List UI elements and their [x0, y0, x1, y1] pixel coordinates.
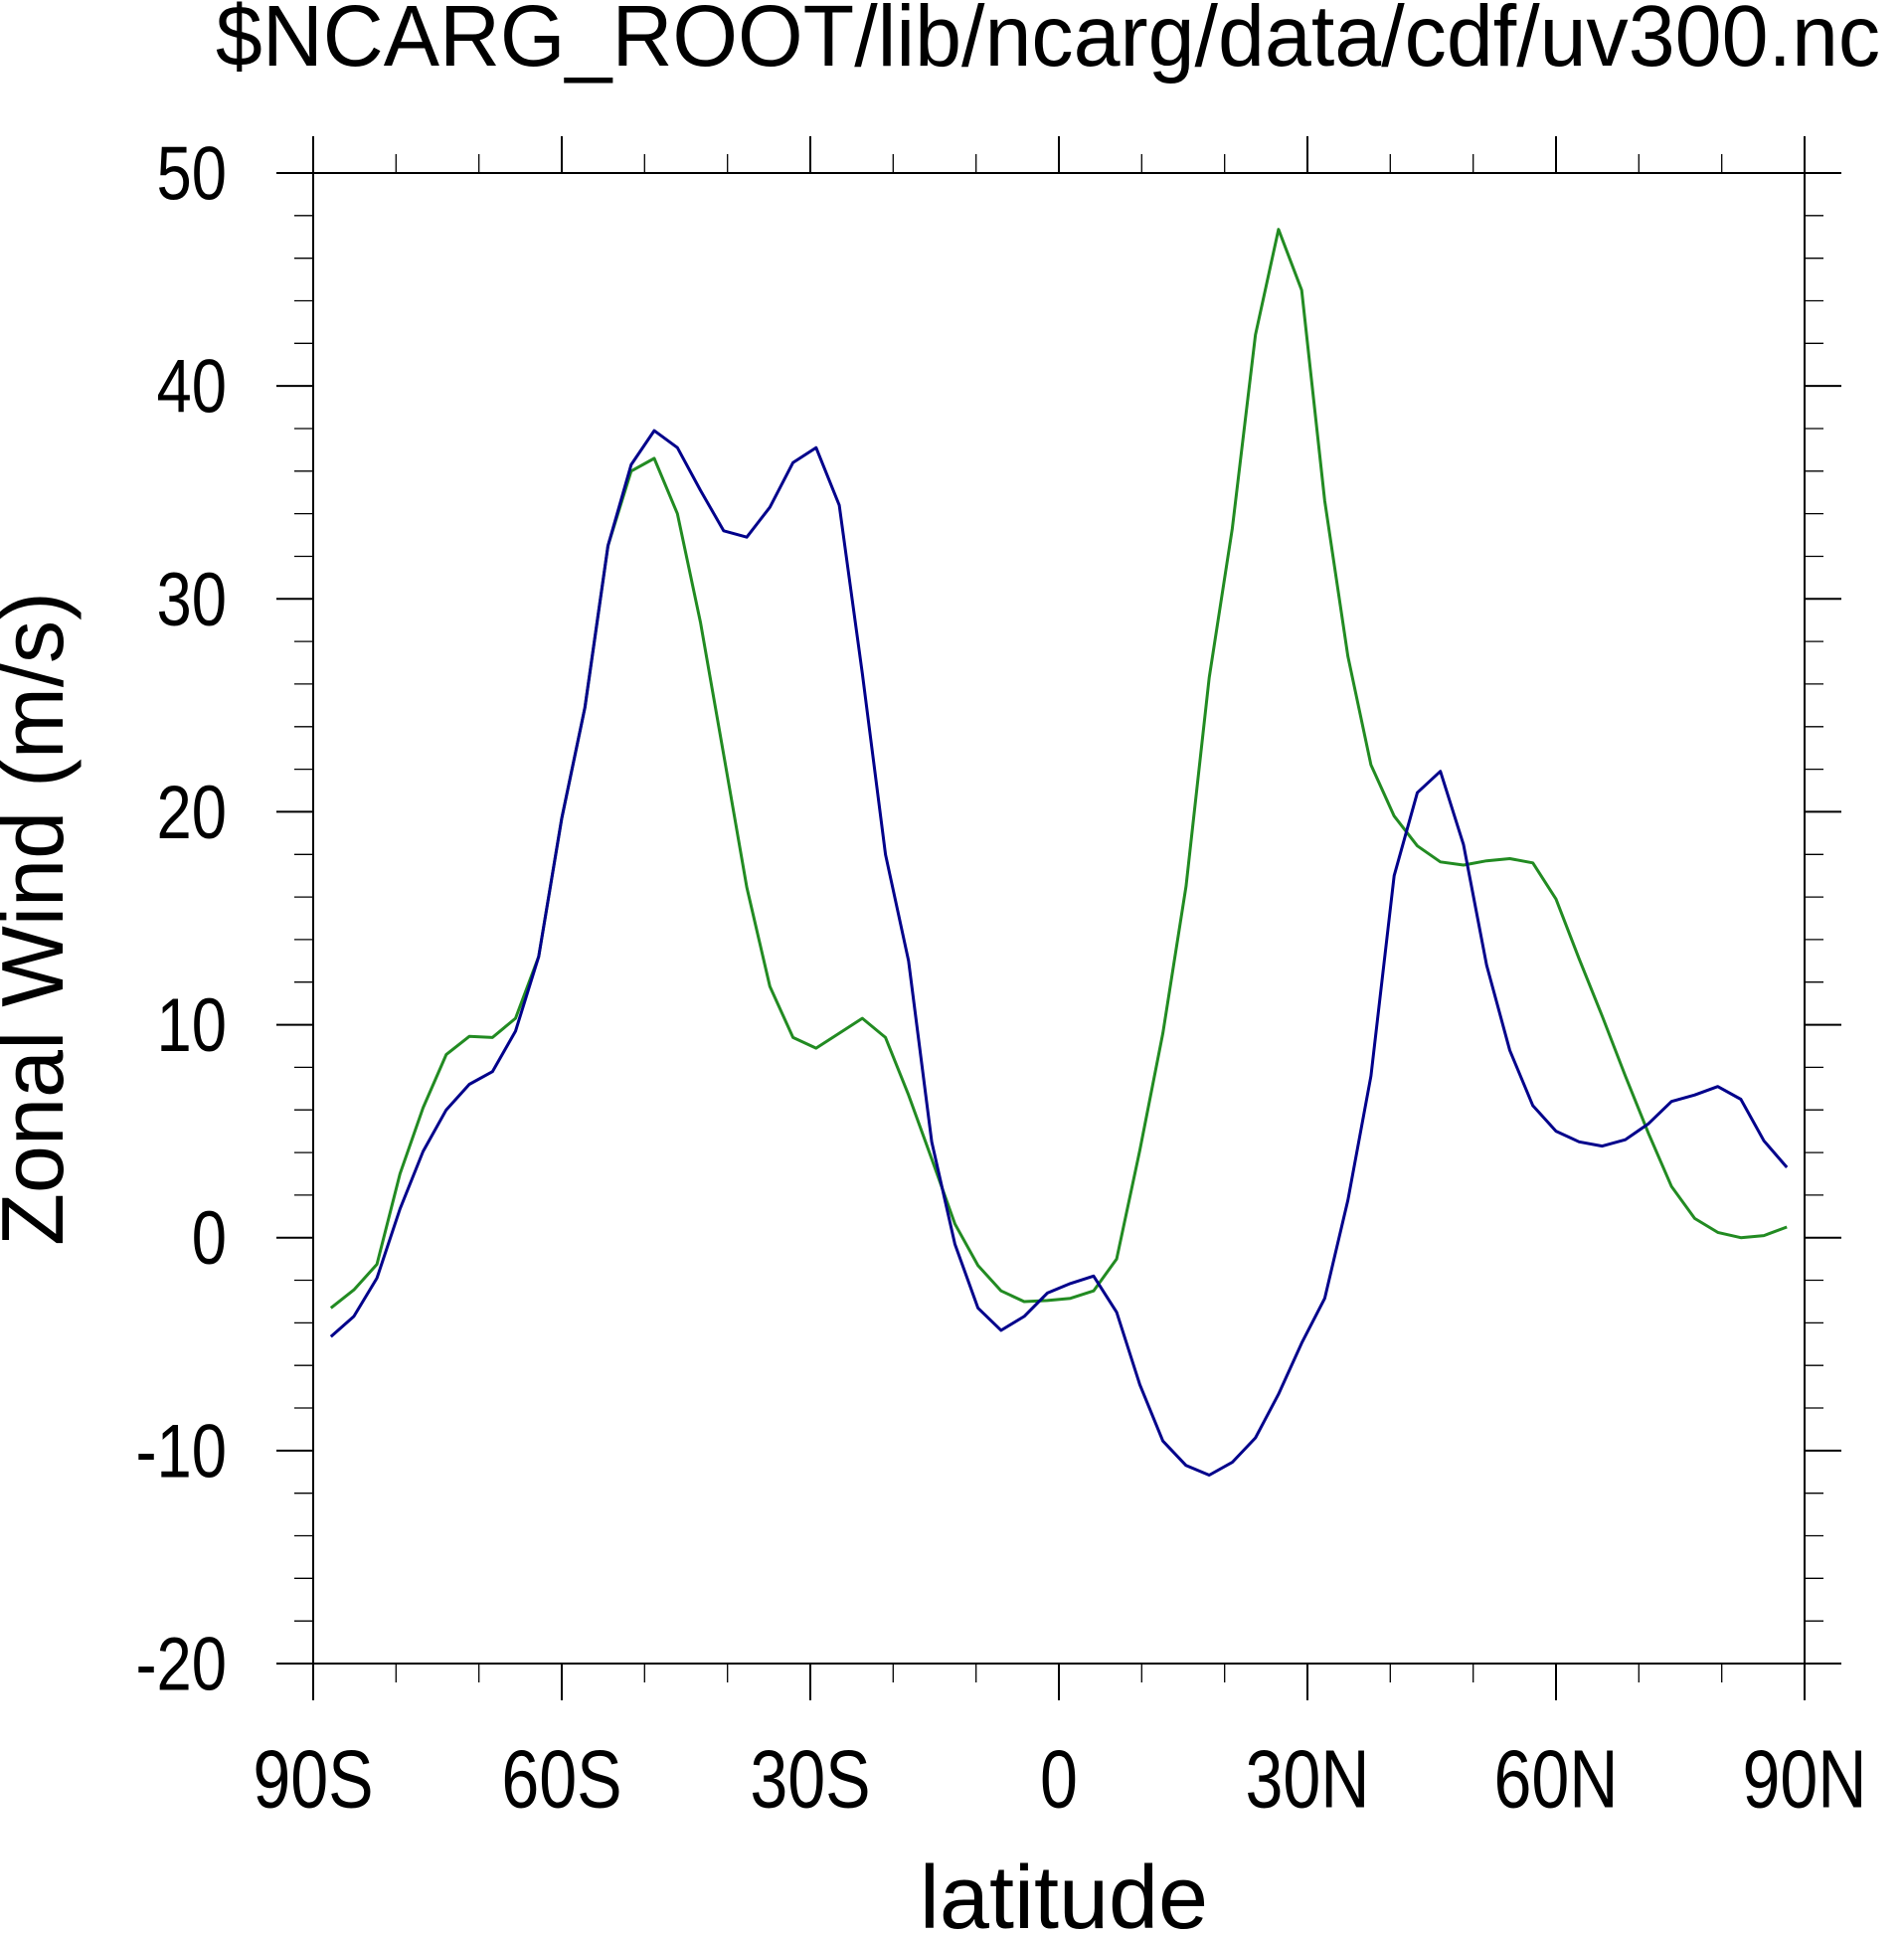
svg-text:30N: 30N: [1245, 1734, 1369, 1825]
svg-text:Zonal Wind (m/s): Zonal Wind (m/s): [0, 592, 82, 1246]
svg-text:90N: 90N: [1742, 1734, 1866, 1825]
svg-text:20: 20: [157, 770, 227, 854]
svg-text:-20: -20: [135, 1622, 227, 1706]
svg-text:$NCARG_ROOT/lib/ncarg/data/cdf: $NCARG_ROOT/lib/ncarg/data/cdf/uv300.nc: [216, 0, 1880, 85]
svg-text:50: 50: [157, 131, 227, 216]
svg-text:0: 0: [192, 1196, 227, 1281]
svg-text:30S: 30S: [750, 1734, 870, 1825]
svg-text:0: 0: [1040, 1734, 1078, 1825]
svg-text:latitude: latitude: [920, 1848, 1208, 1930]
svg-text:30: 30: [157, 557, 227, 641]
svg-text:10: 10: [157, 983, 227, 1068]
svg-text:-10: -10: [135, 1409, 227, 1494]
svg-text:40: 40: [157, 344, 227, 429]
svg-text:60N: 60N: [1493, 1734, 1618, 1825]
svg-text:90S: 90S: [253, 1734, 373, 1825]
svg-text:60S: 60S: [501, 1734, 621, 1825]
